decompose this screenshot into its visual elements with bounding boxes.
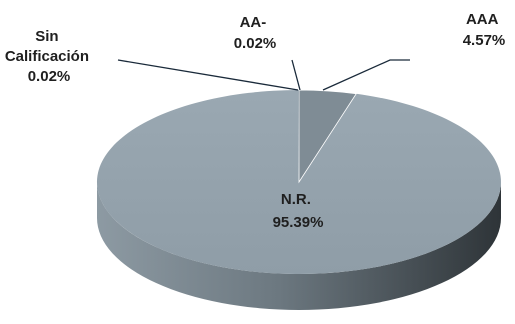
leader-line-aaa	[322, 59, 410, 91]
leader-line-sin-calificacion	[117, 59, 299, 91]
pie-slice-sin-calificacion	[298, 89, 299, 182]
label-nr: N.R. 95.39%	[273, 191, 324, 231]
pie-slice-aaa	[298, 89, 357, 184]
label-aaa: AAA 4.57%	[463, 11, 506, 49]
label-aa-minus: AA- 0.02%	[234, 14, 277, 52]
pie-side-wall	[97, 182, 501, 310]
label-sin-calificacion: Sin Calificación 0.02%	[5, 28, 93, 85]
leader-line-aa-minus	[291, 59, 301, 91]
